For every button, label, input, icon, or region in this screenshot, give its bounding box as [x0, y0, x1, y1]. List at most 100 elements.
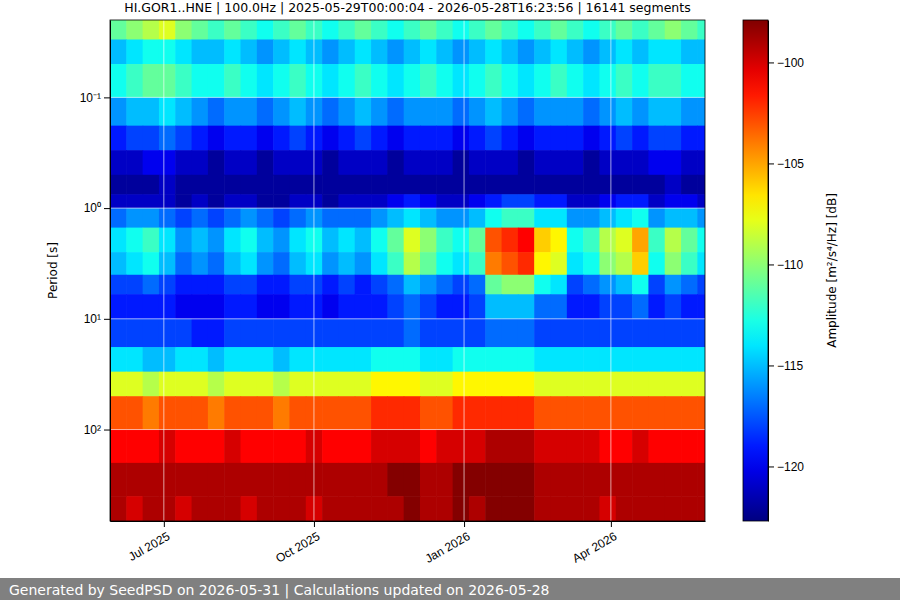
cell	[241, 496, 258, 521]
tick: −105	[768, 157, 804, 171]
cell	[632, 39, 649, 64]
cell	[208, 20, 225, 40]
cell	[697, 347, 705, 372]
tick-mark	[104, 430, 110, 431]
cell	[126, 275, 143, 295]
cell	[632, 150, 649, 175]
cell	[469, 294, 486, 319]
cell	[355, 496, 372, 521]
cell	[241, 463, 258, 497]
cell	[273, 294, 290, 319]
cell	[371, 347, 388, 372]
cell	[289, 228, 306, 253]
cell	[355, 275, 372, 295]
cell	[273, 275, 290, 295]
cell	[143, 208, 160, 228]
cell	[224, 39, 241, 64]
cell	[355, 64, 372, 98]
cell	[551, 294, 568, 319]
cell	[665, 20, 682, 40]
cell	[648, 396, 665, 430]
axis-line	[111, 521, 706, 522]
cell	[289, 97, 306, 126]
cell	[502, 319, 519, 348]
cell	[257, 97, 274, 126]
cell	[648, 39, 665, 64]
grid-line	[110, 318, 705, 319]
cell	[534, 319, 551, 348]
cell	[616, 496, 633, 521]
cell	[175, 372, 192, 397]
cell	[453, 347, 470, 372]
cell	[322, 372, 339, 397]
cell	[453, 175, 470, 195]
plot-frame	[110, 20, 705, 521]
cell	[648, 150, 665, 175]
cell	[192, 496, 209, 521]
cell	[616, 463, 633, 497]
cell	[126, 20, 143, 40]
cell	[338, 39, 355, 64]
cell	[518, 294, 535, 319]
cell	[273, 126, 290, 151]
cell	[143, 347, 160, 372]
cell	[518, 496, 535, 521]
tick-mark	[104, 97, 110, 98]
cell	[420, 294, 437, 319]
cell	[175, 430, 192, 464]
cell	[502, 252, 519, 275]
cell	[289, 347, 306, 372]
cell	[534, 97, 551, 126]
cell	[583, 126, 600, 151]
cell	[502, 294, 519, 319]
cell	[126, 252, 143, 275]
cell	[534, 126, 551, 151]
cell	[175, 208, 192, 228]
cell	[567, 208, 584, 228]
cell	[126, 430, 143, 464]
cell	[224, 372, 241, 397]
cell	[192, 64, 209, 98]
cell	[551, 97, 568, 126]
tick-label: Oct 2025	[273, 529, 322, 566]
cell	[355, 194, 372, 208]
cell	[338, 175, 355, 195]
cell	[338, 126, 355, 151]
cell	[469, 430, 486, 464]
cell	[534, 496, 551, 521]
cell	[648, 496, 665, 521]
cell	[697, 20, 705, 40]
cell	[420, 347, 437, 372]
cell	[257, 64, 274, 98]
cell	[551, 275, 568, 295]
cell	[599, 39, 616, 64]
cell	[453, 64, 470, 98]
cell	[502, 150, 519, 175]
cell	[583, 64, 600, 98]
cell	[159, 252, 176, 275]
cell	[648, 194, 665, 208]
cell	[632, 372, 649, 397]
cell	[485, 496, 502, 521]
cell	[518, 64, 535, 98]
cell	[551, 430, 568, 464]
cell	[534, 64, 551, 98]
tick-mark	[611, 521, 612, 527]
cell	[257, 175, 274, 195]
cell	[387, 347, 404, 372]
cell	[338, 150, 355, 175]
cell	[681, 194, 698, 208]
cell	[436, 208, 453, 228]
cell	[143, 396, 160, 430]
cell	[355, 228, 372, 253]
cell	[143, 430, 160, 464]
cell	[387, 294, 404, 319]
cell	[632, 294, 649, 319]
cell	[632, 126, 649, 151]
cell	[241, 126, 258, 151]
cell	[583, 194, 600, 208]
cell	[567, 97, 584, 126]
cell	[681, 208, 698, 228]
cell	[420, 97, 437, 126]
cell	[289, 319, 306, 348]
